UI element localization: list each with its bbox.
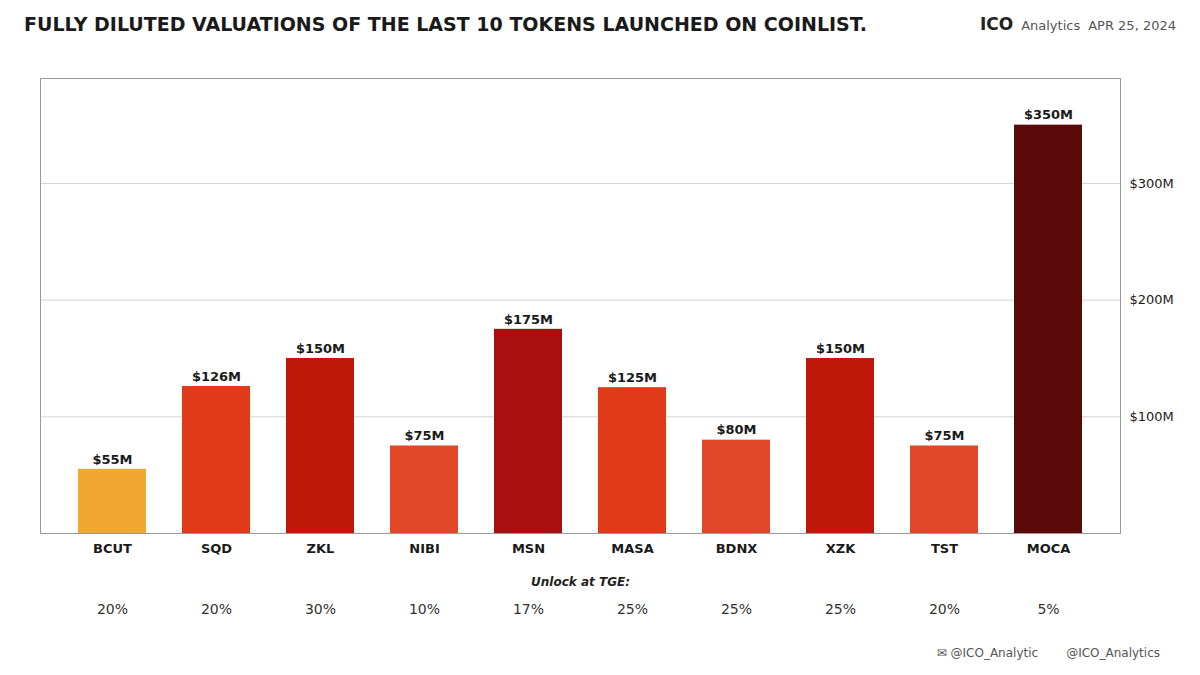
html-text:APR 25, 2024: APR 25, 2024 (1088, 18, 1176, 33)
svg-text:25%: 25% (825, 601, 856, 617)
svg-text:25%: 25% (721, 601, 752, 617)
svg-text:20%: 20% (929, 601, 960, 617)
svg-text:20%: 20% (97, 601, 128, 617)
svg-text:$55M: $55M (92, 451, 132, 466)
svg-text:17%: 17% (513, 601, 544, 617)
svg-text:NIBI: NIBI (409, 541, 439, 556)
svg-text:ZKL: ZKL (307, 541, 335, 556)
svg-text:$150M: $150M (816, 341, 865, 356)
svg-text:$200M: $200M (1130, 292, 1174, 307)
svg-text:$125M: $125M (608, 370, 657, 385)
html-text:ICO: ICO (979, 14, 1014, 34)
svg-text:BCUT: BCUT (93, 541, 132, 556)
svg-text:10%: 10% (409, 601, 440, 617)
svg-text:$350M: $350M (1024, 107, 1073, 122)
svg-text:$300M: $300M (1130, 176, 1174, 191)
svg-text:$100M: $100M (1130, 409, 1174, 424)
svg-text:$175M: $175M (504, 311, 553, 326)
svg-text:Unlock at TGE:: Unlock at TGE: (531, 575, 630, 589)
svg-text:MSN: MSN (512, 541, 545, 556)
svg-text:MASA: MASA (611, 541, 653, 556)
svg-text:$75M: $75M (404, 428, 444, 443)
svg-text:30%: 30% (305, 601, 336, 617)
svg-text:25%: 25% (617, 601, 648, 617)
svg-text:$150M: $150M (296, 341, 345, 356)
svg-text:$75M: $75M (924, 428, 964, 443)
svg-text:XZK: XZK (826, 541, 856, 556)
html-text:@ICO_Analytics: @ICO_Analytics (1066, 646, 1160, 660)
svg-text:20%: 20% (201, 601, 232, 617)
svg-text:SQD: SQD (201, 541, 232, 556)
svg-text:BDNX: BDNX (716, 541, 758, 556)
svg-text:$80M: $80M (716, 422, 756, 437)
html-text:✉ @ICO_Analytic: ✉ @ICO_Analytic (936, 646, 1039, 660)
svg-text:5%: 5% (1037, 601, 1059, 617)
svg-text:$126M: $126M (192, 369, 241, 384)
html-text:Analytics: Analytics (1021, 18, 1081, 33)
svg-text:TST: TST (931, 541, 958, 556)
html-text:FULLY DILUTED VALUATIONS OF TH: FULLY DILUTED VALUATIONS OF THE LAST 10 … (24, 13, 868, 35)
svg-text:MOCA: MOCA (1027, 541, 1071, 556)
